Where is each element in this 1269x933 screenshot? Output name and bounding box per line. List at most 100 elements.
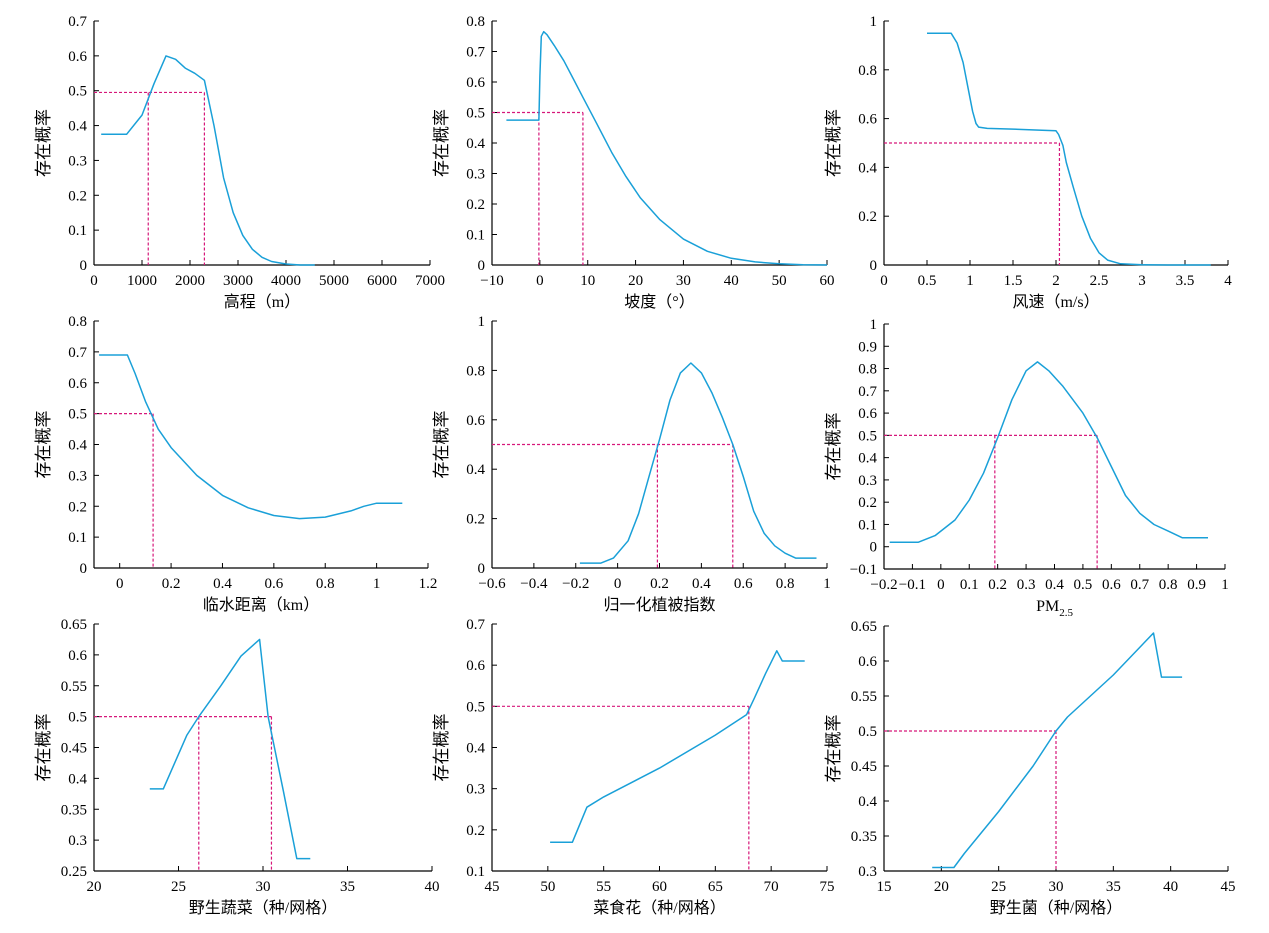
y-tick-label: 0.5 — [68, 407, 87, 423]
x-tick-label: 0.4 — [213, 576, 232, 592]
y-axis-label: 存在概率 — [34, 714, 53, 782]
y-tick-label: 0.6 — [68, 376, 87, 392]
x-tick-label: −0.6 — [478, 576, 506, 592]
x-tick-label: −0.2 — [870, 577, 897, 593]
y-tick-label: 0.6 — [466, 658, 485, 674]
x-axis-label-subscript: 2.5 — [1059, 607, 1073, 619]
x-tick-label: 0.6 — [264, 576, 283, 592]
x-tick-label: 1.2 — [419, 576, 438, 592]
x-tick-label: 2000 — [175, 273, 205, 289]
x-tick-label: 25 — [991, 879, 1006, 895]
x-tick-label: 1 — [966, 273, 974, 289]
x-tick-label: 50 — [772, 273, 787, 289]
y-tick-label: 0.65 — [851, 619, 877, 635]
y-tick-label: 0.6 — [466, 75, 485, 91]
y-tick-label: 0.2 — [68, 188, 87, 204]
y-tick-label: 0.45 — [851, 759, 877, 775]
y-tick-label: 0.5 — [466, 699, 485, 715]
y-tick-label: 0.6 — [466, 413, 485, 429]
x-tick-label: 1 — [1221, 577, 1229, 593]
y-tick-label: 0.2 — [68, 499, 87, 515]
x-tick-label: 0.2 — [650, 576, 669, 592]
x-axis-label: 风速（m/s） — [1012, 293, 1099, 311]
x-axis-label: 坡度（°） — [624, 293, 694, 311]
response-curve — [149, 638, 311, 860]
x-tick-label: 3000 — [223, 273, 253, 289]
x-tick-label: 1000 — [127, 273, 157, 289]
y-tick-label: 0.6 — [858, 654, 877, 670]
x-tick-label: 10 — [580, 273, 595, 289]
x-tick-label: 25 — [171, 879, 186, 895]
response-curve — [101, 55, 315, 266]
y-tick-label: 1 — [870, 317, 878, 333]
y-tick-label: 0 — [80, 258, 88, 274]
y-tick-label: 0.8 — [68, 314, 87, 330]
x-axis-label: 野生菌（种/网格） — [990, 899, 1122, 917]
y-tick-label: −0.1 — [850, 562, 877, 578]
y-tick-label: 0.9 — [858, 339, 877, 355]
x-tick-label: 0.6 — [1102, 577, 1121, 593]
x-axis-label-text: 归一化植被指数 — [603, 596, 715, 614]
x-tick-label: 65 — [708, 879, 723, 895]
y-axis-label: 存在概率 — [824, 715, 843, 783]
x-tick-label: 0.2 — [988, 577, 1007, 593]
y-tick-label: 0.2 — [858, 209, 877, 225]
chart-panel-7: 0.25 0.3 0.35 0.4 0.45 0.5 0.55 0.6 0.65 20 25 30 35… — [34, 617, 440, 917]
chart-panel-1: 0 0.1 0.2 0.3 0.4 0.5 0.6 0.7 0 1000 2000 3000 4000 5… — [34, 14, 445, 311]
x-axis-label-text: 风速（m/s） — [1012, 293, 1099, 311]
x-tick-label: 40 — [724, 273, 739, 289]
y-tick-label: 0.4 — [858, 794, 877, 810]
y-axis-label: 存在概率 — [432, 714, 451, 782]
y-tick-label: 0.4 — [858, 160, 877, 176]
response-curve — [506, 30, 828, 266]
x-tick-label: 70 — [764, 879, 779, 895]
y-tick-label: 0.1 — [68, 223, 87, 239]
x-axis-label-text: 菜食花（种/网格） — [593, 899, 725, 917]
x-tick-label: 0 — [614, 576, 622, 592]
x-tick-label: 3.5 — [1176, 273, 1195, 289]
y-tick-label: 0.7 — [466, 45, 485, 61]
x-tick-label: 45 — [485, 879, 500, 895]
x-tick-label: 4 — [1224, 273, 1232, 289]
x-tick-label: 55 — [596, 879, 611, 895]
x-tick-label: 1.5 — [1004, 273, 1023, 289]
response-curve — [889, 361, 1208, 544]
x-axis-label-text: 野生菌（种/网格） — [990, 899, 1122, 917]
x-tick-label: 35 — [340, 879, 355, 895]
response-curve — [932, 632, 1183, 869]
x-tick-label: 20 — [628, 273, 643, 289]
x-tick-label: 0.3 — [1017, 577, 1036, 593]
chart-panel-9: 0.3 0.35 0.4 0.45 0.5 0.55 0.6 0.65 15 20 25 30 35 40… — [824, 619, 1236, 917]
y-tick-label: 0 — [870, 540, 878, 556]
x-tick-label: 60 — [652, 879, 667, 895]
y-tick-label: 0.65 — [61, 617, 87, 633]
y-tick-label: 0 — [80, 561, 88, 577]
y-tick-label: 0.4 — [466, 741, 485, 757]
y-tick-label: 0.6 — [68, 648, 87, 664]
y-tick-label: 0.8 — [466, 363, 485, 379]
y-tick-label: 0.5 — [68, 84, 87, 100]
x-axis-label-text: 高程（m） — [224, 293, 300, 311]
x-axis-label-text: 野生蔬菜（种/网格） — [189, 899, 337, 917]
x-tick-label: 2 — [1052, 273, 1060, 289]
x-tick-label: 0 — [536, 273, 544, 289]
x-tick-label: 1 — [373, 576, 381, 592]
y-tick-label: 0.7 — [68, 345, 87, 361]
x-tick-label: 75 — [820, 879, 835, 895]
x-axis-label: PM2.5 — [1036, 598, 1073, 619]
y-tick-label: 0.6 — [858, 406, 877, 422]
x-tick-label: 20 — [934, 879, 949, 895]
y-tick-label: 0.35 — [851, 829, 877, 845]
y-tick-label: 0.3 — [858, 864, 877, 880]
x-tick-label: −0.4 — [520, 576, 548, 592]
x-tick-label: 4000 — [271, 273, 301, 289]
x-tick-label: −10 — [480, 273, 503, 289]
x-tick-label: 6000 — [367, 273, 397, 289]
x-tick-label: 0.7 — [1130, 577, 1149, 593]
y-tick-label: 0 — [870, 258, 878, 274]
x-tick-label: 60 — [820, 273, 835, 289]
y-tick-label: 0.7 — [466, 617, 485, 633]
x-axis-label: 归一化植被指数 — [603, 596, 715, 614]
x-tick-label: 30 — [1049, 879, 1064, 895]
x-axis-label: 野生蔬菜（种/网格） — [189, 899, 337, 917]
